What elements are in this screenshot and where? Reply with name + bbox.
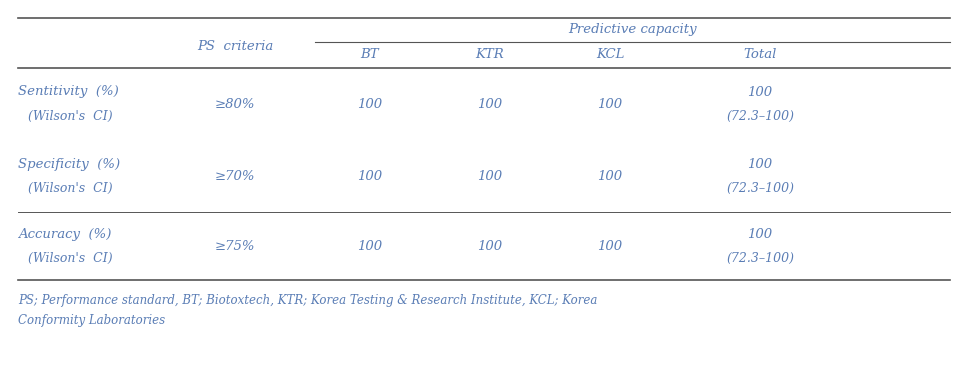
Text: Conformity Laboratories: Conformity Laboratories bbox=[18, 314, 165, 327]
Text: (Wilson's  CI): (Wilson's CI) bbox=[28, 251, 113, 265]
Text: 100: 100 bbox=[747, 157, 773, 171]
Text: Predictive capacity: Predictive capacity bbox=[569, 23, 697, 37]
Text: (Wilson's  CI): (Wilson's CI) bbox=[28, 182, 113, 194]
Text: ≥80%: ≥80% bbox=[215, 97, 256, 111]
Text: Sentitivity  (%): Sentitivity (%) bbox=[18, 86, 119, 98]
Text: (72.3–100): (72.3–100) bbox=[726, 182, 794, 194]
Text: 100: 100 bbox=[477, 97, 503, 111]
Text: 100: 100 bbox=[598, 169, 622, 183]
Text: 100: 100 bbox=[747, 86, 773, 98]
Text: ≥70%: ≥70% bbox=[215, 169, 256, 183]
Text: 100: 100 bbox=[358, 169, 383, 183]
Text: BT: BT bbox=[361, 49, 379, 61]
Text: 100: 100 bbox=[598, 239, 622, 253]
Text: Accuracy  (%): Accuracy (%) bbox=[18, 228, 112, 240]
Text: 100: 100 bbox=[477, 169, 503, 183]
Text: 100: 100 bbox=[598, 97, 622, 111]
Text: 100: 100 bbox=[358, 239, 383, 253]
Text: (72.3–100): (72.3–100) bbox=[726, 251, 794, 265]
Text: KTR: KTR bbox=[475, 49, 504, 61]
Text: PS  criteria: PS criteria bbox=[197, 40, 273, 52]
Text: ≥75%: ≥75% bbox=[215, 239, 256, 253]
Text: 100: 100 bbox=[747, 228, 773, 240]
Text: (72.3–100): (72.3–100) bbox=[726, 109, 794, 123]
Text: PS; Performance standard, BT; Biotoxtech, KTR; Korea Testing & Research Institut: PS; Performance standard, BT; Biotoxtech… bbox=[18, 294, 598, 307]
Text: Specificity  (%): Specificity (%) bbox=[18, 157, 121, 171]
Text: 100: 100 bbox=[358, 97, 383, 111]
Text: KCL: KCL bbox=[596, 49, 624, 61]
Text: 100: 100 bbox=[477, 239, 503, 253]
Text: (Wilson's  CI): (Wilson's CI) bbox=[28, 109, 113, 123]
Text: Total: Total bbox=[744, 49, 777, 61]
